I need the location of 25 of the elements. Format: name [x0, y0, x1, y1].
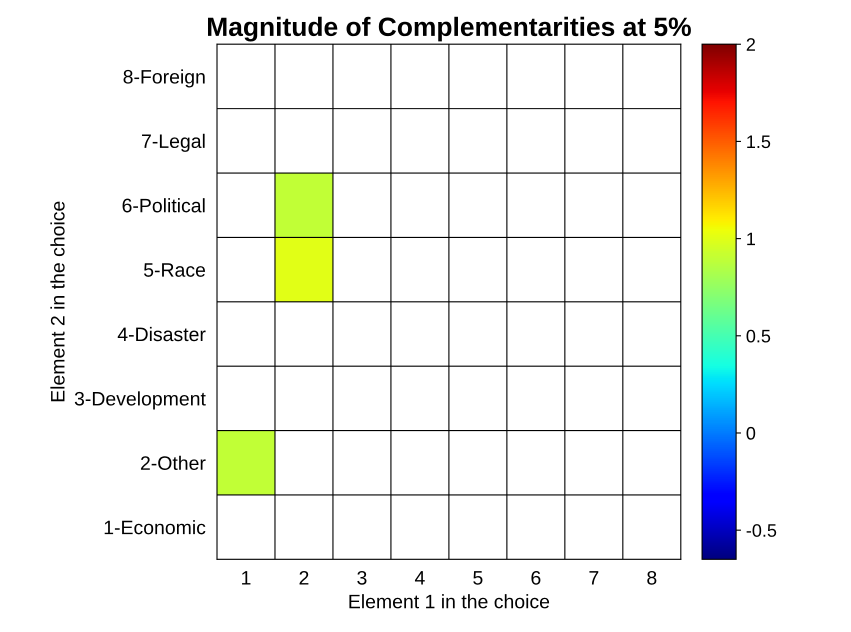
x-tick-label: 6 [531, 570, 540, 585]
y-tick-label: 6-Political [122, 198, 205, 212]
y-tick-label: 5-Race [144, 263, 206, 277]
color-bar-label: -0.5 [746, 524, 776, 537]
color-bar-label: 1 [747, 232, 755, 246]
x-tick-label: 7 [589, 571, 598, 585]
y-tick-label: 7-Legal [142, 134, 205, 152]
x-axis-title: Element 1 in the choice [349, 594, 550, 608]
x-tick-label: 1 [242, 571, 250, 585]
x-tick-label: 5 [473, 571, 482, 585]
chart-title: Magnitude of Complementarities at 5% [208, 16, 691, 42]
color-bar-label: 0.5 [746, 330, 770, 343]
y-tick-label: 4-Disaster [118, 326, 206, 342]
y-tick-label: 8-Foreign [124, 69, 205, 88]
color-bar-label: 2 [746, 38, 755, 51]
color-bar-label: 0 [746, 426, 756, 440]
y-tick-label: 1-Economic [104, 520, 206, 534]
y-axis-title: Element 2 in the choice [50, 202, 65, 402]
color-bar-label: 1.5 [747, 136, 770, 148]
x-tick-label: 3 [357, 570, 366, 585]
y-tick-label: 3-Development [74, 391, 206, 410]
x-tick-label: 4 [414, 571, 425, 585]
x-tick-label: 8 [647, 570, 656, 585]
x-tick-label: 2 [300, 570, 308, 585]
y-tick-label: 2-Other [140, 456, 206, 470]
